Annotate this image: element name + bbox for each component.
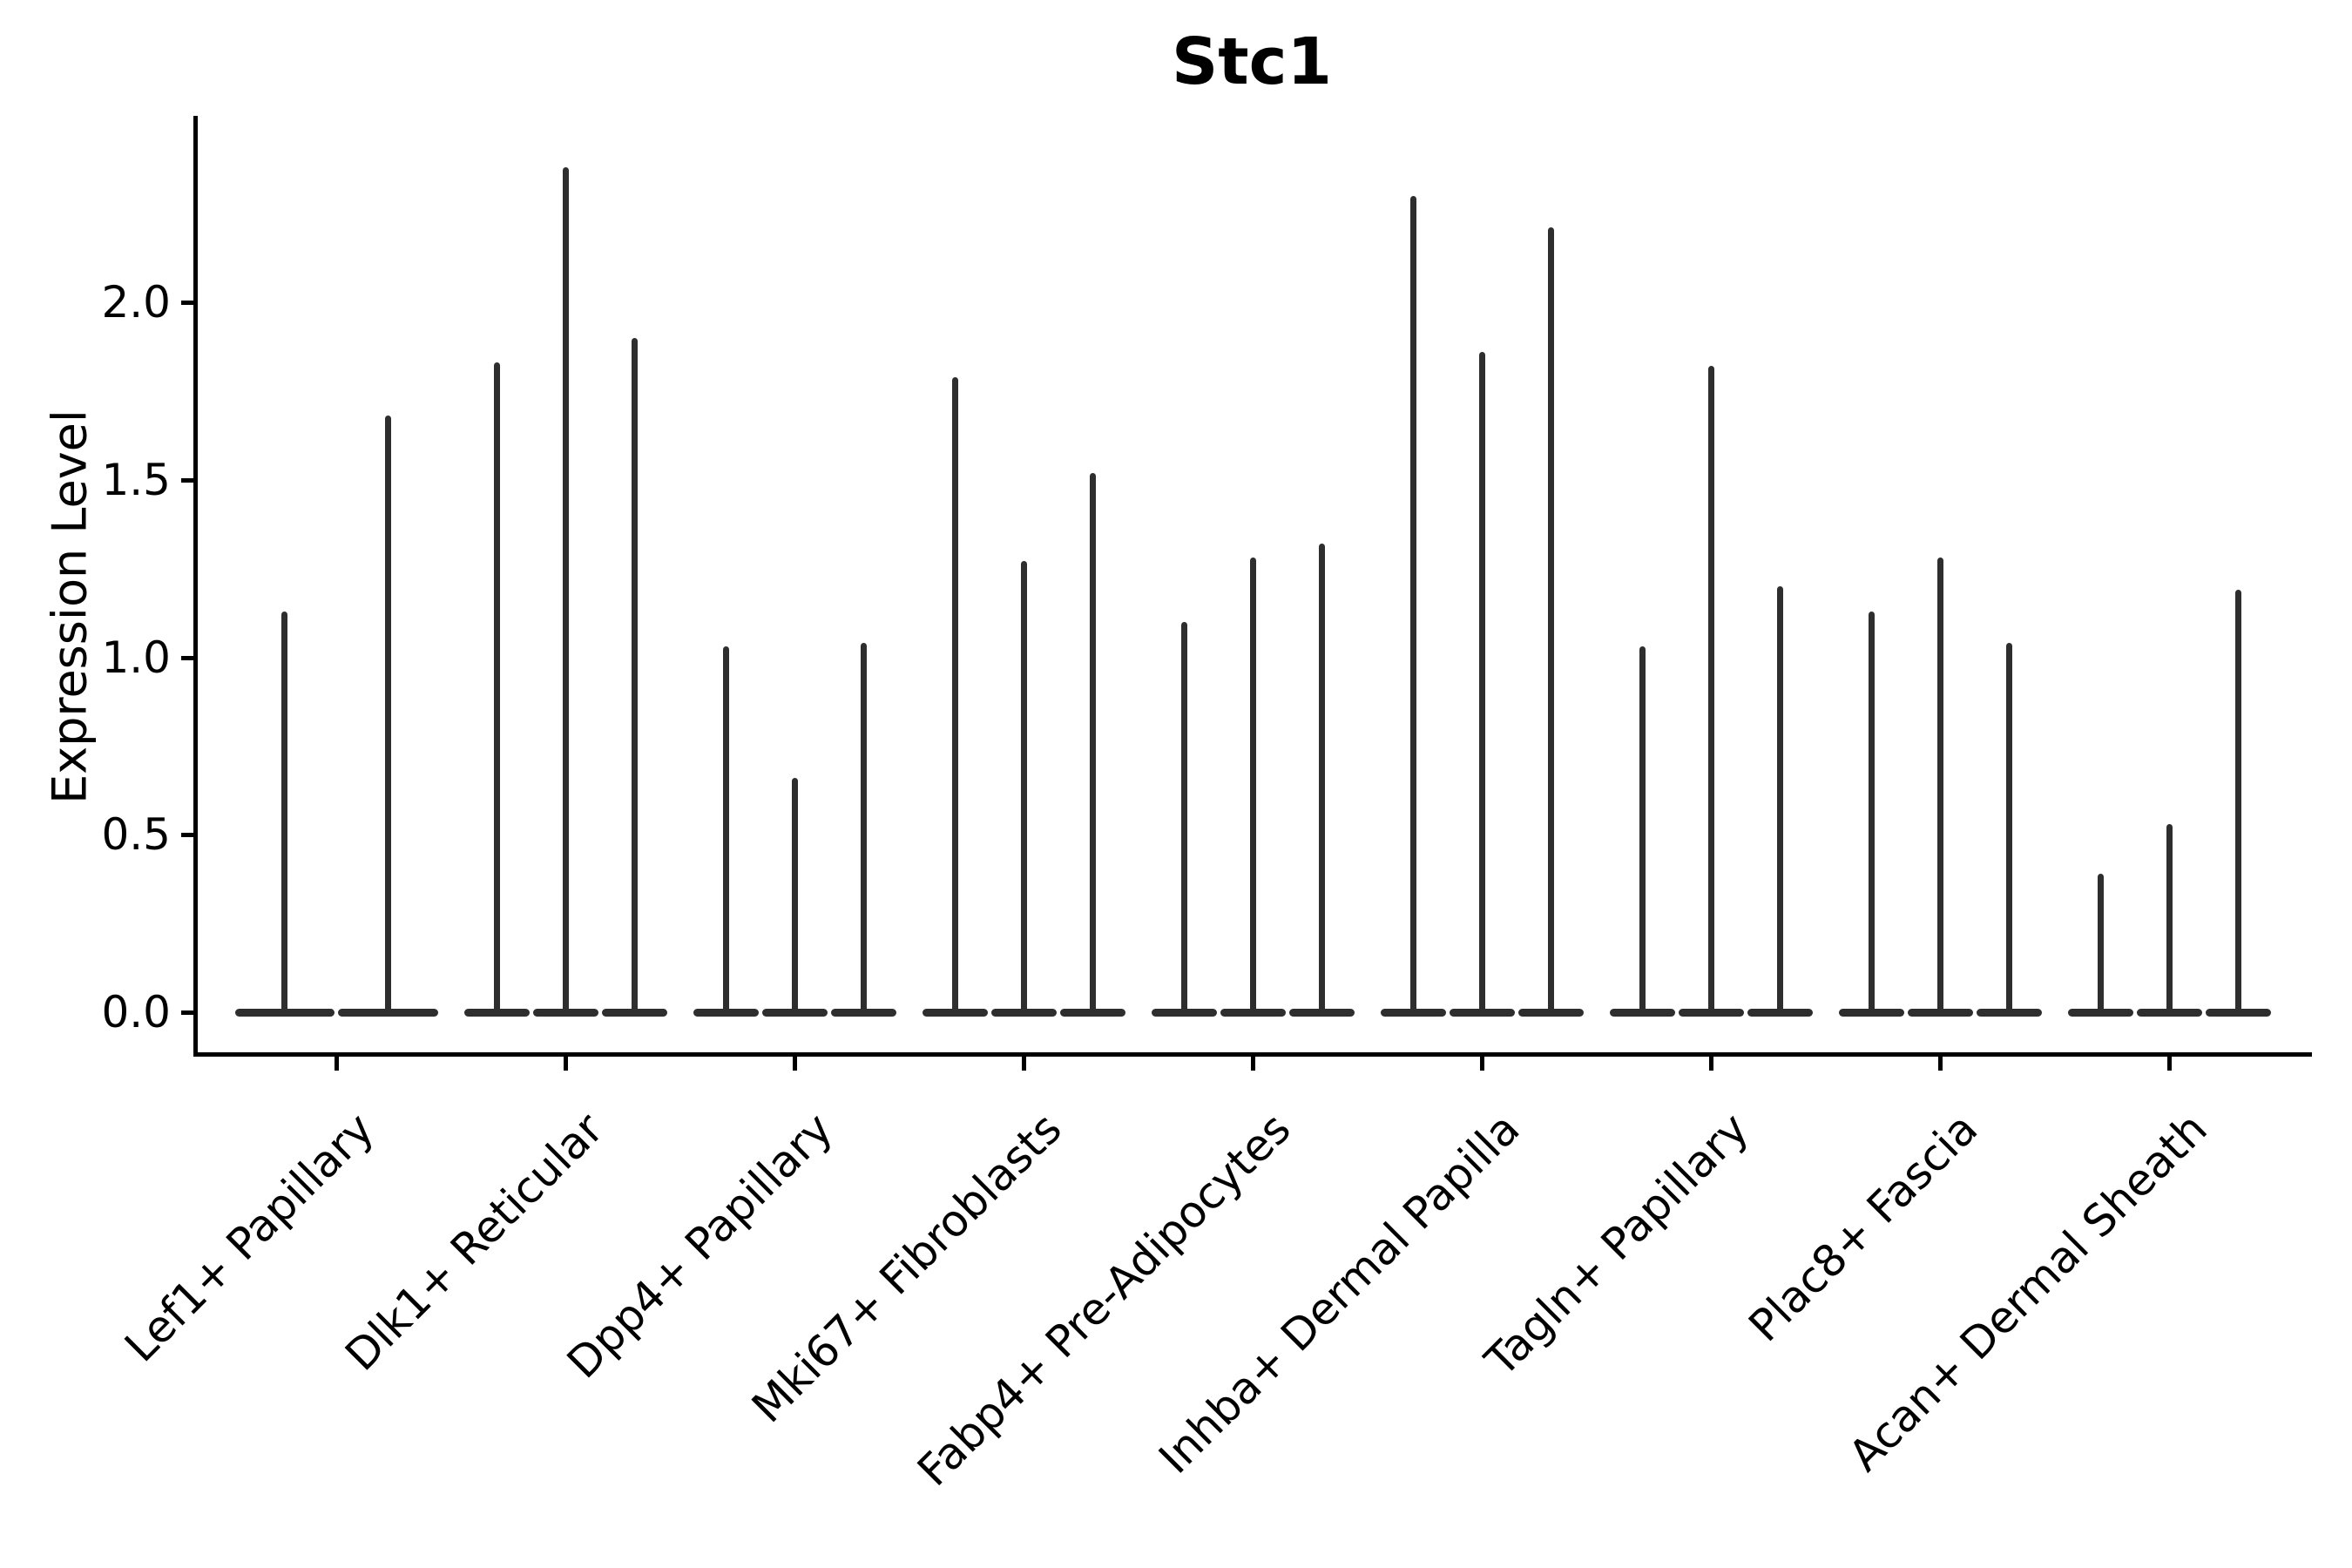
violin-spike — [722, 646, 729, 1016]
y-tick-mark — [181, 477, 194, 483]
y-tick-mark — [181, 655, 194, 660]
x-tick-label: Lef1+ Papillary — [115, 1103, 384, 1372]
y-tick-label: 1.5 — [101, 454, 171, 505]
violin-spike — [791, 778, 798, 1016]
violin-spike — [1639, 646, 1646, 1016]
x-tick-mark — [1022, 1057, 1026, 1071]
violin-spike — [1249, 558, 1256, 1016]
y-tick-label: 0.5 — [101, 809, 171, 861]
x-tick-label: Fabp4+ Pre-Adipocytes — [908, 1103, 1301, 1497]
y-tick-mark — [181, 1010, 194, 1015]
violin-spike — [281, 611, 288, 1016]
x-tick-mark — [1480, 1057, 1484, 1071]
violin-spike — [1707, 366, 1714, 1016]
violin-spike — [1020, 561, 1027, 1016]
y-tick-mark — [181, 833, 194, 838]
x-tick-mark — [1938, 1057, 1943, 1071]
x-axis-spine — [193, 1052, 2312, 1057]
y-tick-label: 1.0 — [101, 632, 171, 683]
x-tick-mark — [1709, 1057, 1713, 1071]
violin-spike — [562, 167, 569, 1016]
violin-spike — [1318, 544, 1325, 1016]
y-tick-label: 2.0 — [101, 277, 171, 328]
y-axis-label: Expression Level — [42, 409, 98, 804]
violin-spike — [384, 416, 391, 1016]
x-tick-mark — [1251, 1057, 1255, 1071]
violin-spike — [2005, 643, 2012, 1016]
x-tick-mark — [564, 1057, 568, 1071]
x-tick-label: Plac8+ Fascia — [1739, 1103, 1988, 1352]
chart-title: Stc1 — [1171, 24, 1333, 99]
y-tick-label: 0.0 — [101, 987, 171, 1037]
violin-spike — [1180, 621, 1187, 1016]
violin-spike — [1547, 227, 1554, 1016]
y-tick-mark — [181, 301, 194, 305]
violin-spike — [860, 643, 867, 1016]
y-axis-spine — [193, 116, 198, 1057]
violin-spike — [1936, 558, 1943, 1016]
x-tick-mark — [793, 1057, 797, 1071]
x-tick-mark — [2167, 1057, 2172, 1071]
violin-spike — [2166, 824, 2173, 1016]
x-tick-mark — [335, 1057, 339, 1071]
violin-spike — [1089, 472, 1096, 1016]
violin-spike — [2234, 590, 2241, 1016]
violin-spike — [1776, 586, 1783, 1016]
violin-spike — [1409, 195, 1416, 1016]
violin-spike — [631, 337, 638, 1016]
violin-spike — [1478, 352, 1485, 1016]
violin-spike — [493, 362, 500, 1016]
violin-spike — [951, 376, 958, 1016]
violin-spike — [2097, 874, 2104, 1016]
violin-spike — [1868, 611, 1875, 1016]
